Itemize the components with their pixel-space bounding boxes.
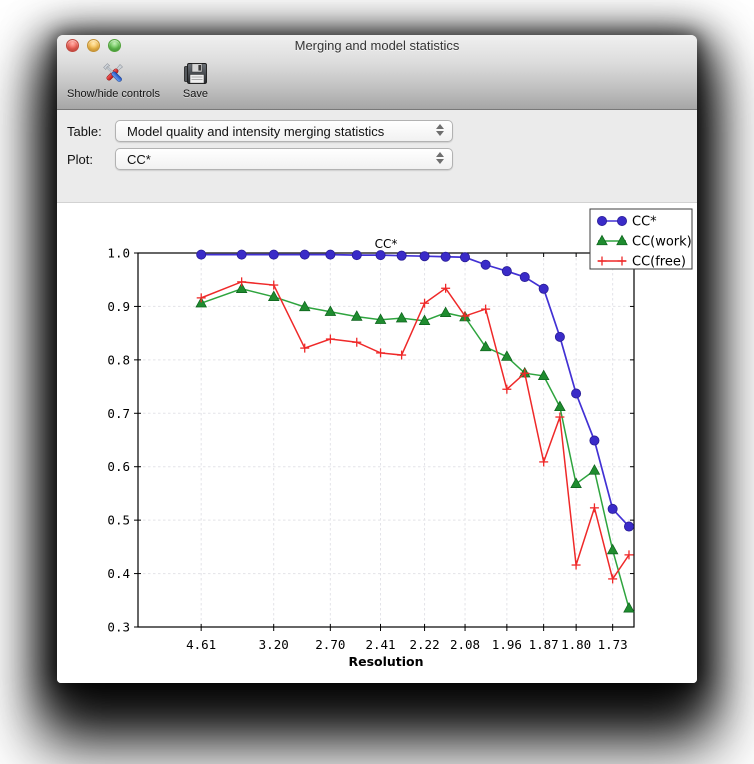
plot-label: Plot: — [67, 152, 94, 167]
plot-select[interactable]: CC* — [115, 148, 453, 170]
close-button[interactable] — [66, 39, 79, 52]
svg-text:2.22: 2.22 — [410, 637, 440, 652]
chart-title: CC* — [375, 237, 398, 251]
svg-text:CC*: CC* — [632, 215, 657, 230]
svg-text:1.87: 1.87 — [529, 637, 559, 652]
series-cc-work — [195, 282, 635, 613]
table-select-value: Model quality and intensity merging stat… — [127, 123, 385, 139]
svg-text:0.7: 0.7 — [107, 406, 130, 421]
svg-text:0.3: 0.3 — [107, 620, 130, 635]
app-window: Merging and model statistics — [57, 35, 697, 683]
svg-text:CC(free): CC(free) — [632, 255, 686, 270]
svg-text:2.41: 2.41 — [365, 637, 395, 652]
y-axis: 1.0 0.9 0.8 0.7 0.6 0.5 0.4 0.3 — [107, 246, 634, 635]
minimize-button[interactable] — [87, 39, 100, 52]
table-select[interactable]: Model quality and intensity merging stat… — [115, 120, 453, 142]
toolbar-button-label: Show/hide controls — [67, 88, 160, 100]
toolbar: Show/hide controls — [63, 59, 213, 109]
svg-text:2.70: 2.70 — [315, 637, 345, 652]
plot-select-value: CC* — [127, 151, 151, 167]
svg-text:0.9: 0.9 — [107, 299, 130, 314]
svg-text:0.4: 0.4 — [107, 566, 130, 581]
svg-text:1.96: 1.96 — [492, 637, 522, 652]
zoom-button[interactable] — [108, 39, 121, 52]
svg-text:1.0: 1.0 — [107, 246, 130, 261]
chart-grid — [138, 253, 634, 627]
window-chrome: Merging and model statistics — [57, 35, 697, 110]
series-cc — [196, 249, 634, 532]
svg-text:2.08: 2.08 — [450, 637, 480, 652]
traffic-lights — [66, 39, 121, 52]
stepper-icon — [436, 152, 444, 164]
svg-text:0.5: 0.5 — [107, 513, 130, 528]
titlebar[interactable]: Merging and model statistics — [57, 35, 697, 57]
svg-text:3.20: 3.20 — [259, 637, 289, 652]
chart-svg: 4.61 3.20 2.70 2.41 2.22 2.08 1.96 1.87 1.80 1.73… — [107, 208, 693, 669]
plot-frame — [137, 252, 635, 628]
figure-canvas: 4.61 3.20 2.70 2.41 2.22 2.08 1.96 1.87 1.80 1.73… — [57, 203, 697, 683]
save-icon — [182, 60, 209, 87]
svg-text:1.80: 1.80 — [561, 637, 591, 652]
save-button[interactable]: Save — [178, 59, 213, 101]
x-axis-title: Resolution — [348, 654, 423, 669]
table-label: Table: — [67, 124, 102, 139]
controls-panel: Table: Model quality and intensity mergi… — [57, 110, 697, 267]
svg-text:CC(work): CC(work) — [632, 235, 692, 250]
series-cc-free — [196, 277, 634, 584]
svg-text:4.61: 4.61 — [186, 637, 216, 652]
tools-icon — [100, 60, 127, 87]
svg-text:1.73: 1.73 — [598, 637, 628, 652]
stepper-icon — [436, 124, 444, 136]
window-title: Merging and model statistics — [294, 38, 460, 53]
chart-legend: CC* CC(work) CC(free) — [589, 208, 693, 270]
x-axis: 4.61 3.20 2.70 2.41 2.22 2.08 1.96 1.87 1.80 1.73 — [186, 253, 628, 652]
svg-text:0.8: 0.8 — [107, 352, 130, 367]
toolbar-button-label: Save — [182, 88, 208, 100]
show-hide-controls-button[interactable]: Show/hide controls — [63, 59, 164, 101]
svg-text:0.6: 0.6 — [107, 459, 130, 474]
